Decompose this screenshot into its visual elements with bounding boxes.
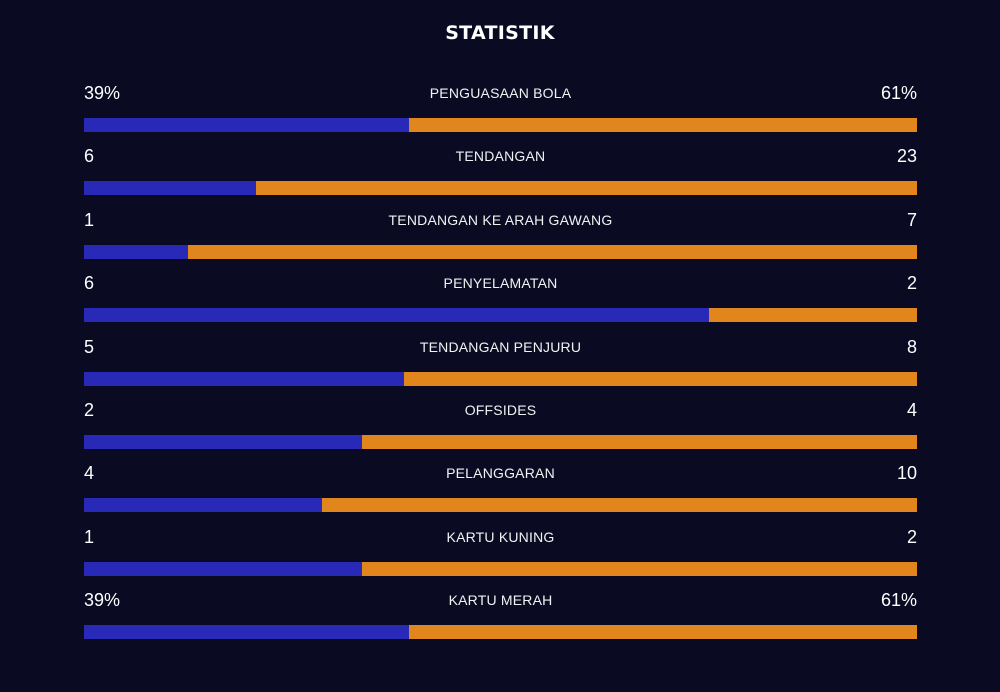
stat-bar <box>84 244 917 259</box>
stat-row: 6 PENYELAMATAN 2 <box>84 270 917 333</box>
stat-right-value: 23 <box>896 146 917 167</box>
stat-bar <box>84 498 917 513</box>
stats-list: 39% PENGUASAAN BOLA 61% 6 TENDANGAN 23 1 TENDAN… <box>84 80 917 651</box>
stat-bar-home-segment <box>84 308 709 323</box>
stat-right-value: 8 <box>906 336 917 357</box>
stat-row: 39% KARTU MERAH 61% <box>84 587 917 650</box>
stat-left-value: 4 <box>84 463 95 484</box>
stat-bar-away-segment <box>256 181 917 196</box>
stat-bar-away-segment <box>708 308 917 323</box>
stat-label: TENDANGAN PENJURU <box>419 338 582 355</box>
stat-bar-away-segment <box>361 561 917 576</box>
stat-row: 1 TENDANGAN KE ARAH GAWANG 7 <box>84 207 917 270</box>
stat-right-value: 2 <box>906 526 917 547</box>
stat-row: 2 OFFSIDES 4 <box>84 397 917 460</box>
stat-bar-home-segment <box>84 434 362 449</box>
stat-label: OFFSIDES <box>464 401 537 418</box>
stat-bar-away-segment <box>408 118 917 132</box>
stat-label: PELANGGARAN <box>446 465 555 482</box>
stat-bar-home-segment <box>84 561 362 576</box>
stat-label: PENGUASAAN BOLA <box>429 85 572 101</box>
stat-bar-home-segment <box>84 244 189 259</box>
stat-bar-away-segment <box>404 371 917 386</box>
stat-row: 5 TENDANGAN PENJURU 8 <box>84 334 917 397</box>
stat-row: 4 PELANGGARAN 10 <box>84 460 917 523</box>
stat-bar <box>84 308 917 323</box>
stat-bar-away-segment <box>361 434 917 449</box>
stat-label: KARTU KUNING <box>446 528 555 545</box>
stat-bar <box>84 434 917 449</box>
stat-right-value: 7 <box>906 209 917 230</box>
stat-left-value: 39% <box>84 590 121 611</box>
stat-left-value: 6 <box>84 146 95 167</box>
stat-row: 6 TENDANGAN 23 <box>84 143 917 206</box>
stats-title: STATISTIK <box>445 22 555 44</box>
stat-bar-home-segment <box>84 118 409 132</box>
stat-right-value: 2 <box>906 273 917 294</box>
stat-bar-home-segment <box>84 371 405 386</box>
stat-right-value: 61% <box>880 83 917 103</box>
stat-bar-home-segment <box>84 181 257 196</box>
stat-bar-home-segment <box>84 625 409 640</box>
stat-left-value: 2 <box>84 399 95 420</box>
stat-bar-home-segment <box>84 498 322 513</box>
stat-right-value: 61% <box>880 590 917 611</box>
stat-right-value: 10 <box>896 463 917 484</box>
stat-right-value: 4 <box>906 399 917 420</box>
stat-left-value: 6 <box>84 273 95 294</box>
stat-label: TENDANGAN <box>455 148 546 165</box>
stat-row: 1 KARTU KUNING 2 <box>84 524 917 587</box>
stat-label: TENDANGAN KE ARAH GAWANG <box>388 211 613 228</box>
stat-bar <box>84 181 917 196</box>
stat-bar-away-segment <box>188 244 917 259</box>
stat-bar <box>84 118 917 132</box>
stat-left-value: 39% <box>84 83 121 103</box>
stat-row: 39% PENGUASAAN BOLA 61% <box>84 80 917 143</box>
stat-bar <box>84 625 917 640</box>
stat-bar-away-segment <box>321 498 917 513</box>
stat-bar <box>84 371 917 386</box>
stat-left-value: 1 <box>84 209 95 230</box>
stat-label: PENYELAMATAN <box>443 275 558 292</box>
stat-label: KARTU MERAH <box>448 592 553 609</box>
stat-bar <box>84 561 917 576</box>
stat-bar-away-segment <box>408 625 917 640</box>
stat-left-value: 5 <box>84 336 95 357</box>
stat-left-value: 1 <box>84 526 95 547</box>
